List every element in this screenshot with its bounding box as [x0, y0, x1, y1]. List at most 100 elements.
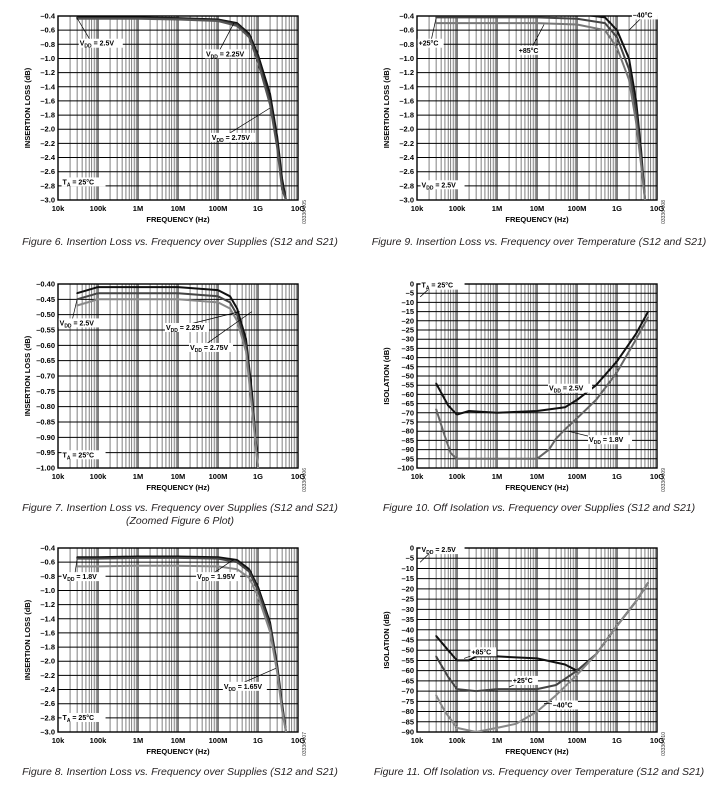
data-point [137, 286, 139, 288]
data-point [177, 292, 179, 294]
x-tick-label: 10G [291, 204, 305, 213]
annotation-bg [420, 180, 465, 190]
x-tick-label: 10M [530, 472, 545, 481]
annotation-text: +85°C [519, 47, 539, 55]
annotation-text: V [589, 437, 594, 444]
data-point [245, 338, 247, 340]
data-point [616, 624, 618, 627]
data-point [76, 304, 78, 307]
data-point [496, 688, 498, 690]
data-point [217, 289, 219, 291]
y-tick-label: –2.2 [399, 139, 414, 148]
annotation-text: = 25°C [70, 714, 94, 722]
data-point [217, 20, 219, 22]
annotation-label: TA = 25°C [63, 714, 95, 724]
data-point [447, 676, 449, 678]
annotation-text: = 2.5V [561, 386, 584, 393]
data-point [229, 301, 231, 304]
x-tick-label: 10M [530, 736, 545, 745]
data-point [456, 659, 458, 662]
data-point [177, 18, 179, 21]
x-axis-label: FREQUENCY (Hz) [505, 747, 569, 756]
y-tick-label: –0.45 [36, 295, 55, 304]
annotation-text: = 25°C [70, 178, 94, 186]
data-point [217, 295, 219, 298]
data-point [276, 671, 278, 673]
x-tick-label: 1M [133, 472, 143, 481]
x-tick-label: 10k [411, 472, 424, 481]
plot-frame [416, 547, 658, 733]
x-tick-label: 1M [492, 204, 502, 213]
plot-frame [416, 283, 658, 469]
data-point [137, 555, 139, 558]
x-tick-label: 1M [492, 736, 502, 745]
x-axis-label: FREQUENCY (Hz) [146, 747, 210, 756]
annotation-label: VDD = 2.5V [549, 386, 584, 395]
annotation-subscript: DD [64, 323, 72, 329]
data-point [269, 93, 271, 95]
data-point [444, 710, 446, 713]
data-point [285, 731, 287, 732]
x-axis-label: FREQUENCY (Hz) [505, 215, 569, 224]
chart-panel-fig7: 10k 100k 1M 10M 100M 1G 10G –0.40 –0.45 –0.50 –0.5… [0, 268, 359, 498]
data-point [97, 557, 99, 560]
annotation-subscript: A [67, 182, 71, 188]
y-tick-label: –1.2 [399, 68, 414, 77]
annotation-text: T [63, 452, 68, 459]
y-tick-label: –0.80 [36, 402, 55, 411]
data-point [435, 382, 437, 385]
data-point [251, 405, 253, 408]
data-point [564, 663, 566, 666]
data-point [616, 47, 618, 49]
x-tick-label: 1G [612, 736, 622, 745]
data-point [456, 16, 458, 19]
y-axis-label: INSERTION LOSS (dB) [23, 335, 32, 416]
figure-caption: Figure 6. Insertion Loss vs. Frequency o… [22, 236, 338, 248]
data-point [444, 435, 446, 438]
data-point [564, 406, 566, 409]
data-point [269, 103, 271, 106]
data-point [236, 320, 238, 322]
x-tick-label: 10k [411, 736, 424, 745]
annotation-subscript: DD [594, 440, 602, 446]
data-point [435, 408, 437, 410]
series-group [76, 555, 287, 732]
data-point [536, 16, 538, 19]
annotation-bg [204, 49, 249, 59]
y-tick-label: –45 [401, 362, 414, 371]
annotation-arrow [430, 18, 437, 43]
annotation-text: = 25°C [70, 451, 94, 459]
annotation-subscript: DD [202, 577, 210, 583]
annotation-text: = 2.25V [178, 325, 205, 332]
annotation-subscript: A [426, 286, 430, 292]
y-tick-label: –3.0 [399, 196, 414, 205]
y-tick-label: –3.0 [40, 728, 55, 737]
data-point [468, 410, 470, 412]
data-point [456, 688, 458, 690]
x-tick-label: 1G [253, 204, 263, 213]
data-point [515, 723, 517, 725]
annotation-text: V [212, 135, 217, 142]
annotation-text: +85°C [471, 648, 491, 656]
annotation-text: –40°C [553, 701, 573, 709]
y-tick-label: –1.00 [36, 464, 55, 473]
annotation-bg [511, 675, 538, 685]
y-tick-label: –1.4 [40, 82, 55, 91]
y-tick-label: –30 [401, 605, 414, 614]
y-tick-label: 0 [410, 280, 414, 289]
annotation-text: = 1.8V [74, 574, 97, 581]
x-tick-label: 1G [612, 204, 622, 213]
y-tick-label: –50 [401, 372, 414, 381]
data-point [576, 669, 578, 672]
annotation-arrow [217, 22, 235, 54]
annotation-label: +85°C [471, 648, 491, 656]
annotation-bg [61, 450, 106, 460]
figure-code: 03336-009 [661, 468, 667, 492]
x-tick-label: 100M [568, 204, 587, 213]
data-point [257, 595, 259, 597]
figure-code: 03336-010 [661, 732, 667, 756]
series-line [77, 17, 287, 200]
data-point [616, 360, 618, 363]
y-tick-label: –0.4 [40, 12, 55, 21]
annotation-bg [196, 572, 241, 582]
